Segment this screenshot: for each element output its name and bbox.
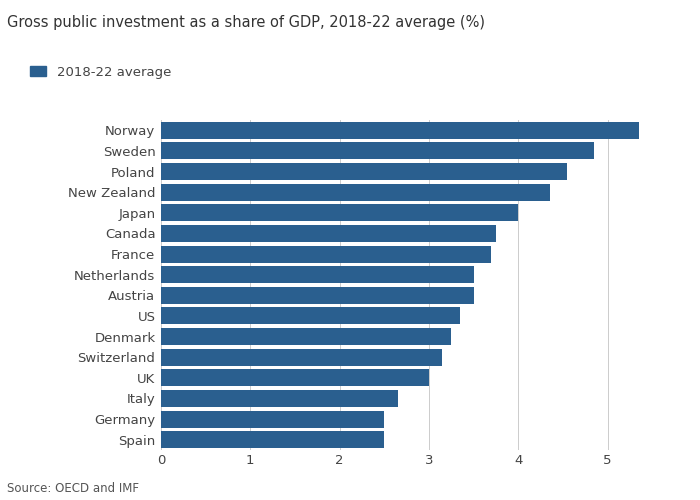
Bar — [161, 246, 491, 262]
Bar — [161, 410, 384, 428]
Bar — [161, 431, 384, 448]
Bar — [161, 184, 550, 200]
Bar — [161, 142, 594, 160]
Bar — [161, 390, 398, 407]
Legend: 2018-22 average: 2018-22 average — [30, 66, 171, 78]
Bar — [161, 287, 474, 304]
Bar — [161, 204, 518, 222]
Bar — [161, 348, 442, 366]
Bar — [161, 122, 639, 139]
Bar — [161, 328, 452, 345]
Text: Source: OECD and IMF: Source: OECD and IMF — [7, 482, 139, 495]
Bar — [161, 225, 496, 242]
Bar — [161, 308, 460, 324]
Bar — [161, 266, 474, 283]
Text: Gross public investment as a share of GDP, 2018-22 average (%): Gross public investment as a share of GD… — [7, 15, 485, 30]
Bar — [161, 163, 568, 180]
Bar — [161, 370, 429, 386]
